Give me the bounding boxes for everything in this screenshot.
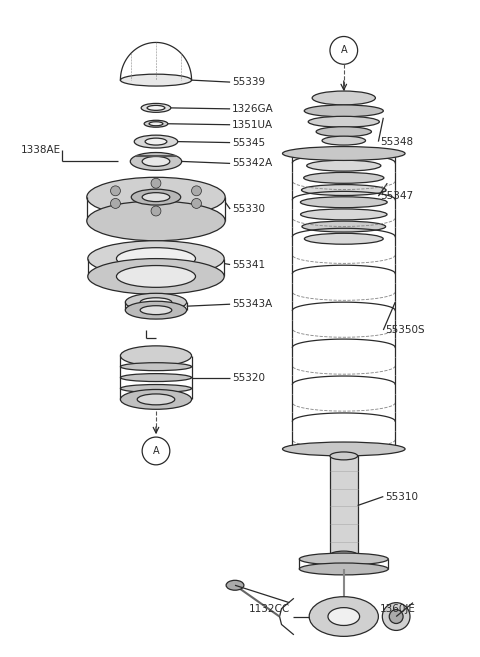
Text: 55348: 55348 (380, 137, 413, 147)
Ellipse shape (300, 196, 387, 208)
Ellipse shape (142, 193, 170, 202)
Ellipse shape (144, 120, 168, 127)
Ellipse shape (322, 136, 366, 145)
Ellipse shape (300, 209, 387, 220)
Circle shape (151, 178, 161, 188)
Ellipse shape (304, 233, 383, 244)
Ellipse shape (304, 105, 384, 117)
Ellipse shape (140, 306, 172, 315)
Text: 55339: 55339 (232, 77, 265, 87)
Circle shape (192, 198, 202, 208)
Ellipse shape (316, 127, 372, 137)
Ellipse shape (142, 156, 170, 166)
Ellipse shape (87, 201, 225, 240)
Text: 1326GA: 1326GA (232, 104, 274, 114)
Ellipse shape (131, 189, 180, 205)
Ellipse shape (328, 608, 360, 625)
Ellipse shape (283, 147, 405, 160)
Ellipse shape (330, 551, 358, 559)
Ellipse shape (307, 160, 381, 171)
Text: 55341: 55341 (232, 260, 265, 269)
Text: 55320: 55320 (232, 373, 265, 382)
Ellipse shape (134, 135, 178, 148)
Text: 1351UA: 1351UA (232, 120, 273, 129)
Ellipse shape (117, 265, 195, 287)
Ellipse shape (120, 74, 192, 86)
Circle shape (142, 437, 170, 465)
Ellipse shape (130, 152, 182, 170)
Text: 55345: 55345 (232, 137, 265, 148)
Ellipse shape (300, 563, 388, 575)
Ellipse shape (117, 248, 195, 269)
Text: 1132CC: 1132CC (249, 604, 290, 614)
Ellipse shape (149, 122, 163, 125)
Ellipse shape (310, 148, 377, 159)
Text: 1360JE: 1360JE (380, 604, 416, 614)
Text: 55330: 55330 (232, 204, 265, 214)
Circle shape (192, 186, 202, 196)
Ellipse shape (309, 597, 378, 637)
Ellipse shape (330, 452, 358, 460)
Ellipse shape (300, 553, 388, 565)
Text: 55350S: 55350S (385, 325, 425, 335)
Text: A: A (153, 446, 159, 456)
Ellipse shape (87, 177, 225, 217)
Circle shape (383, 602, 410, 631)
Ellipse shape (120, 390, 192, 409)
Text: 55343A: 55343A (232, 299, 272, 309)
Ellipse shape (120, 363, 192, 371)
Text: 1338AE: 1338AE (21, 145, 60, 154)
Ellipse shape (141, 103, 171, 112)
Text: 55342A: 55342A (232, 158, 272, 168)
Ellipse shape (147, 105, 165, 110)
Ellipse shape (140, 298, 172, 307)
Ellipse shape (283, 442, 405, 456)
Text: A: A (340, 45, 347, 55)
Bar (330, 456, 358, 555)
Ellipse shape (125, 301, 187, 319)
Ellipse shape (312, 91, 375, 105)
Text: 55310: 55310 (385, 491, 418, 501)
Circle shape (151, 206, 161, 216)
Ellipse shape (120, 374, 192, 382)
Ellipse shape (137, 394, 175, 405)
Ellipse shape (226, 580, 244, 590)
Ellipse shape (120, 384, 192, 392)
Ellipse shape (88, 240, 224, 277)
Circle shape (110, 198, 120, 208)
Circle shape (330, 37, 358, 64)
Ellipse shape (145, 138, 167, 145)
Circle shape (389, 610, 403, 623)
Ellipse shape (88, 259, 224, 294)
Circle shape (110, 186, 120, 196)
Ellipse shape (302, 221, 385, 232)
Ellipse shape (120, 346, 192, 366)
Text: 55347: 55347 (380, 191, 413, 201)
Ellipse shape (125, 293, 187, 311)
Ellipse shape (308, 116, 379, 127)
Ellipse shape (304, 172, 384, 183)
Ellipse shape (301, 185, 386, 196)
